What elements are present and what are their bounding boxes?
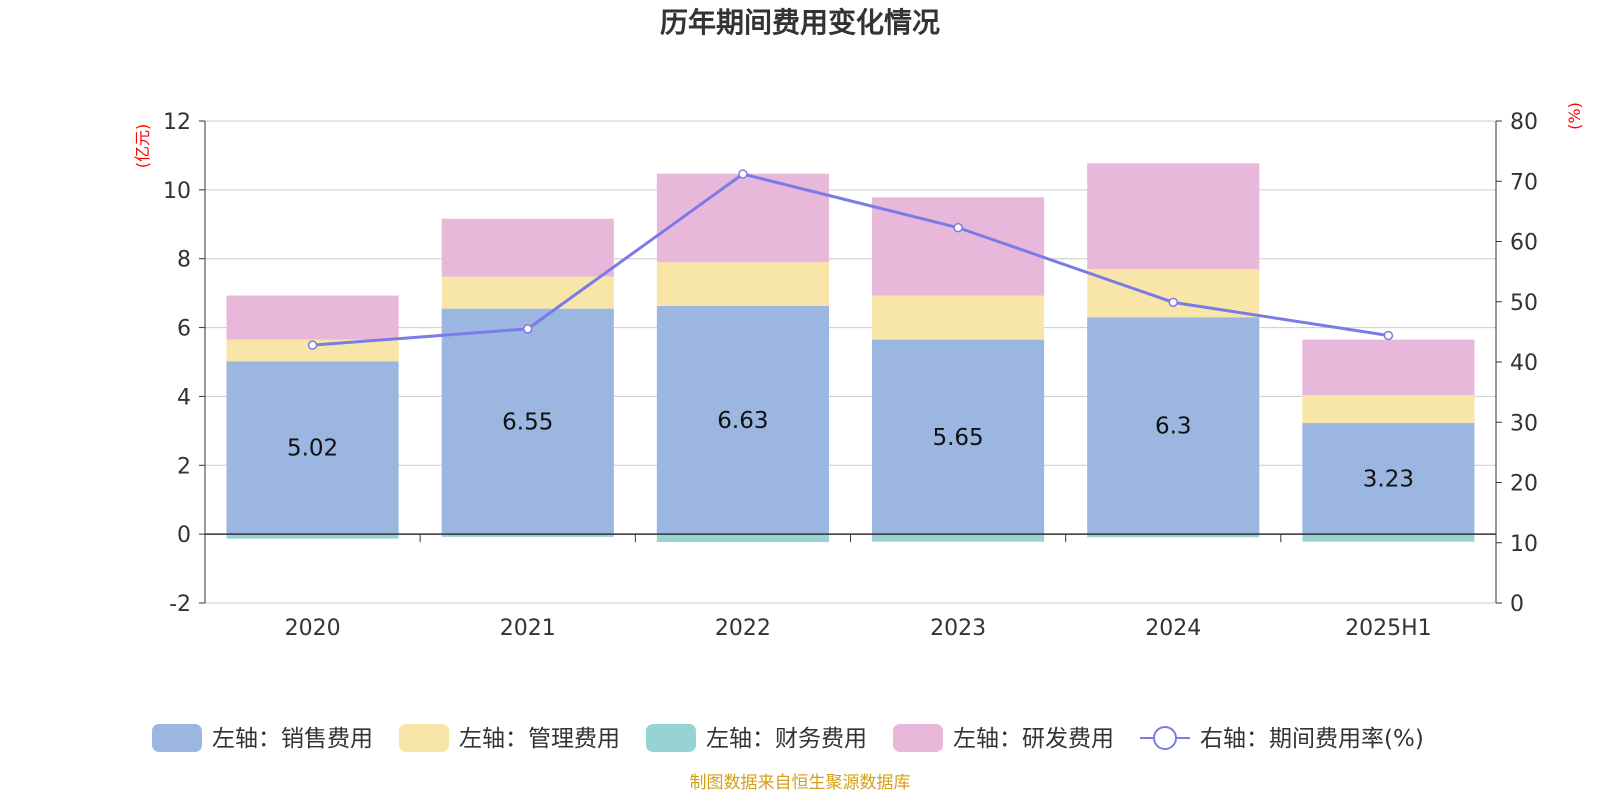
right-tick-label: 80 <box>1510 110 1538 135</box>
bar-segment <box>441 218 614 277</box>
right-tick-label: 40 <box>1510 351 1538 376</box>
x-tick-label: 2025H1 <box>1345 616 1432 641</box>
legend-marker <box>1153 726 1177 750</box>
x-tick-label: 2023 <box>930 616 986 641</box>
bars <box>226 163 1475 543</box>
x-tick-label: 2021 <box>500 616 556 641</box>
right-tick-label: 20 <box>1510 472 1538 497</box>
bar-segment <box>1087 534 1260 538</box>
bar-segment <box>1302 422 1475 535</box>
bar-data-label: 6.55 <box>502 409 553 435</box>
legend-item: 左轴：管理费用 <box>399 724 620 752</box>
legend-item: 左轴：研发费用 <box>893 724 1114 752</box>
bar-data-label: 6.63 <box>717 408 768 434</box>
bar-segment <box>226 295 399 340</box>
left-tick-label: 8 <box>177 248 191 273</box>
bar-segment <box>226 339 399 362</box>
bar-segment <box>1087 317 1260 535</box>
right-tick-label: 60 <box>1510 231 1538 256</box>
left-tick-label: -2 <box>169 592 191 617</box>
legend-swatch <box>893 724 943 752</box>
x-tick-label: 2022 <box>715 616 771 641</box>
legend-label: 左轴：管理费用 <box>459 726 620 752</box>
legend-swatch <box>646 724 696 752</box>
left-tick-label: 0 <box>177 523 191 548</box>
left-tick-label: 4 <box>177 385 191 410</box>
legend: 左轴：销售费用 左轴：管理费用 左轴：财务费用 左轴：研发费用 右轴：期间费用率(%) <box>152 724 1424 752</box>
rate-point <box>1383 330 1394 341</box>
right-tick-label: 30 <box>1510 411 1538 436</box>
bar-segment <box>1087 269 1260 318</box>
rate-point <box>953 222 963 233</box>
bar-data-label: 5.02 <box>287 436 338 462</box>
bar-segment <box>656 305 829 535</box>
rate-line <box>307 169 1394 350</box>
legend-label: 左轴：销售费用 <box>212 726 373 752</box>
bar-segment <box>226 534 399 539</box>
legend-item: 左轴：销售费用 <box>152 724 373 752</box>
right-tick-label: 70 <box>1510 170 1538 195</box>
source-footer: 制图数据来自恒生聚源数据库 <box>690 773 911 793</box>
bar-segment <box>441 534 614 537</box>
right-tick-label: 10 <box>1510 532 1538 557</box>
legend-swatch <box>152 724 202 752</box>
legend-item: 右轴：期间费用率(%) <box>1140 726 1424 752</box>
left-axis-unit: (亿元) <box>133 124 152 169</box>
bar-segment <box>872 534 1045 542</box>
left-tick-label: 12 <box>163 110 191 135</box>
bar-segment <box>226 361 399 535</box>
bar-segment <box>1087 163 1260 270</box>
bar-segment <box>441 308 614 535</box>
right-tick-label: 0 <box>1510 592 1524 617</box>
rate-point <box>738 169 748 179</box>
left-tick-label: 6 <box>177 317 191 342</box>
rate-point <box>307 340 318 350</box>
axes: -2 0 2 4 6 8 10 12 0 10 20 30 40 50 60 70 80 (亿元) (%) 2020 2… <box>133 102 1584 641</box>
bar-segment <box>441 276 614 309</box>
chart-title: 历年期间费用变化情况 <box>660 6 940 39</box>
x-tick-label: 2020 <box>285 616 341 641</box>
right-tick-label: 50 <box>1510 291 1538 316</box>
bar-segment <box>656 534 829 543</box>
right-axis-unit: (%) <box>1565 102 1584 130</box>
rate-point <box>1168 297 1178 308</box>
bar-segment <box>1302 339 1475 396</box>
bar-data-label: 3.23 <box>1363 467 1414 493</box>
bar-segment <box>1302 534 1475 542</box>
left-tick-label: 10 <box>163 179 191 204</box>
bar-segment <box>872 339 1045 535</box>
bar-segment <box>872 295 1045 340</box>
left-tick-label: 2 <box>177 454 191 479</box>
rate-point <box>523 324 533 334</box>
bar-data-label: 6.3 <box>1155 414 1192 440</box>
legend-item: 左轴：财务费用 <box>646 724 867 752</box>
legend-label: 右轴：期间费用率(%) <box>1200 726 1424 752</box>
legend-label: 左轴：研发费用 <box>953 726 1114 752</box>
bar-segment <box>1302 395 1475 423</box>
x-tick-label: 2024 <box>1145 616 1201 641</box>
rate-line-path <box>312 172 1389 347</box>
legend-swatch <box>399 724 449 752</box>
bar-data-label: 5.65 <box>932 425 983 451</box>
bar-segment <box>656 262 829 306</box>
legend-label: 左轴：财务费用 <box>706 726 867 752</box>
data-labels: 5.02 6.55 6.63 5.65 6.3 3.23 <box>287 408 1414 493</box>
